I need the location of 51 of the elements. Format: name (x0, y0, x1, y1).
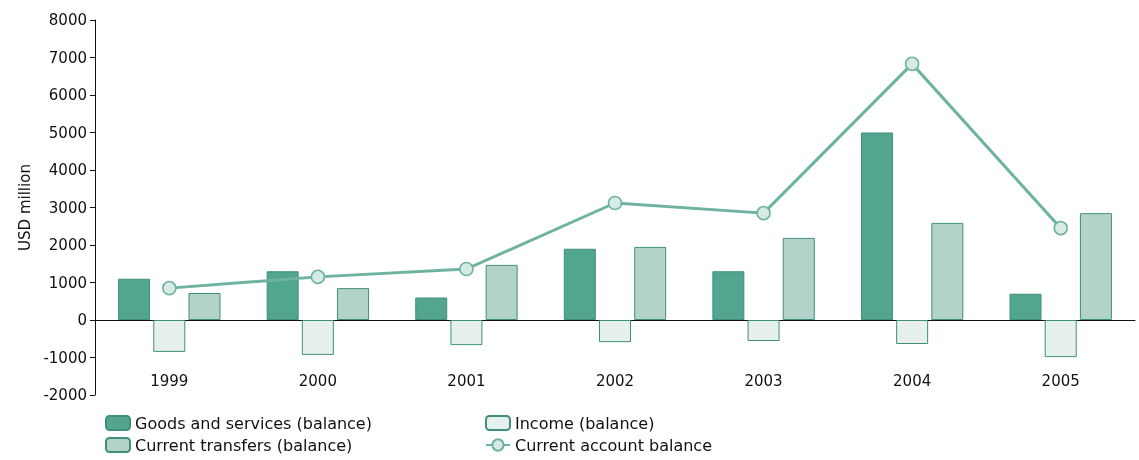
point (756, 205, 771, 221)
point (1053, 220, 1068, 236)
bar (266, 271, 299, 320)
bar (153, 320, 186, 352)
legend-label: Income (balance) (515, 413, 655, 433)
bar (485, 264, 518, 320)
y-tick-label: 4000 (48, 161, 87, 179)
x-tick-label: 1999 (150, 371, 189, 390)
y-tick-label: 8000 (48, 11, 87, 29)
point (459, 261, 474, 277)
bar (563, 248, 596, 320)
y-tick-label: 0 (77, 311, 87, 329)
bar (415, 297, 448, 320)
legend-label: Current transfers (balance) (135, 435, 353, 455)
bar (1079, 213, 1112, 320)
x-tick-label: 2003 (744, 371, 783, 390)
bar (712, 271, 745, 320)
bar (301, 320, 334, 355)
bar (860, 132, 893, 320)
y-tick-label: 5000 (48, 123, 87, 142)
x-tick-label: 2001 (447, 371, 486, 390)
bar (634, 246, 667, 320)
bar (450, 320, 483, 346)
bar (1009, 293, 1042, 320)
bar (896, 320, 929, 344)
point (904, 56, 920, 72)
x-tick-label: 2004 (893, 371, 932, 390)
x-tick-label: 2005 (1041, 371, 1080, 390)
bar (747, 320, 780, 341)
point (162, 280, 177, 296)
y-axis-title: USD million (16, 164, 35, 251)
y-tick-label: 1000 (48, 273, 87, 292)
bar (337, 288, 370, 320)
bar (188, 293, 221, 320)
y-tick-label: -2000 (43, 386, 87, 404)
y-tick-label: 2000 (48, 236, 87, 254)
y-tick-label: -1000 (43, 348, 87, 367)
y-tick-label: 3000 (48, 198, 87, 217)
bar (931, 222, 964, 320)
y-tick-label: 7000 (48, 48, 87, 67)
bar (118, 278, 151, 320)
bar (1044, 320, 1077, 358)
x-tick-label: 2002 (595, 371, 635, 390)
legend-label: Goods and services (balance) (135, 413, 372, 433)
point (310, 269, 326, 285)
y-tick-label: 6000 (48, 86, 87, 104)
bar (599, 320, 631, 343)
bar (782, 237, 815, 320)
x-tick-label: 2000 (298, 371, 337, 390)
legend-label: Current account balance (515, 435, 712, 455)
point (607, 195, 623, 211)
